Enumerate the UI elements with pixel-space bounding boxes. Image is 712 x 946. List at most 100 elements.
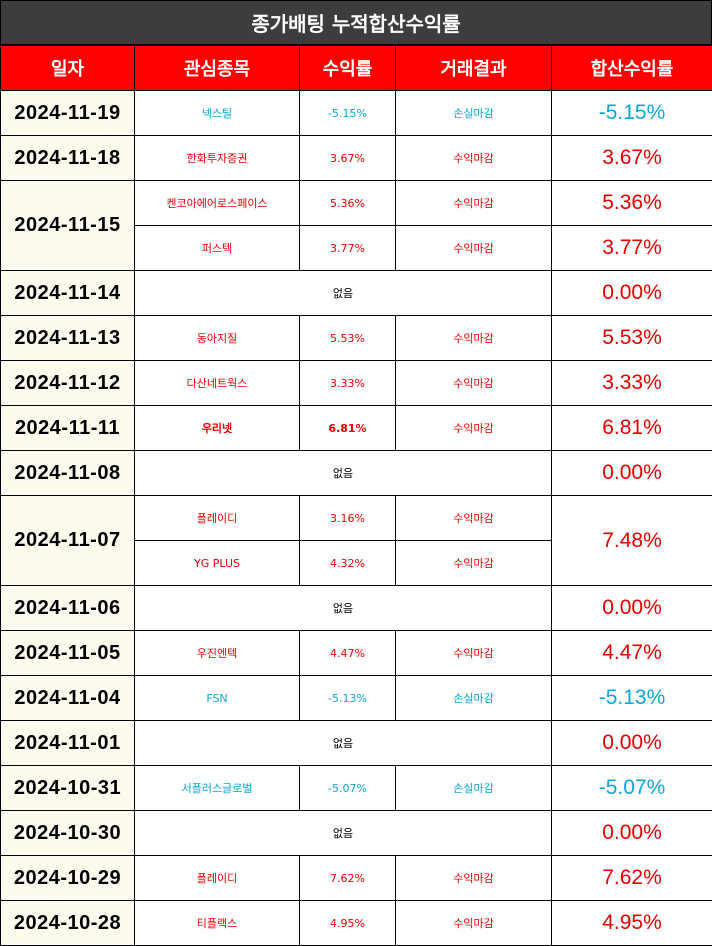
table-row: 2024-11-11 우리넷 6.81% 수익마감 6.81% bbox=[0, 405, 712, 451]
total-return-cell: 0.00% bbox=[551, 720, 712, 766]
table-title: 종가배팅 누적합산수익률 bbox=[0, 0, 712, 45]
return-cell: -5.15% bbox=[299, 90, 396, 136]
returns-table: 일자 관심종목 수익률 거래결과 합산수익률 2024-11-19 넥스틸 -5.1… bbox=[0, 45, 712, 946]
total-return-cell: -5.15% bbox=[551, 90, 712, 136]
header-total: 합산수익률 bbox=[551, 45, 712, 91]
result-cell: 수익마감 bbox=[395, 630, 552, 676]
stock-name-cell: 서플러스글로벌 bbox=[134, 765, 300, 811]
stock-name-cell: 우진엔텍 bbox=[134, 630, 300, 676]
total-return-cell: 3.77% bbox=[551, 225, 712, 271]
no-trade-cell: 없음 bbox=[134, 270, 552, 316]
table-row: 2024-11-13 동아지질 5.53% 수익마감 5.53% bbox=[0, 315, 712, 361]
table-row: 2024-11-05 우진엔텍 4.47% 수익마감 4.47% bbox=[0, 630, 712, 676]
date-cell: 2024-11-19 bbox=[0, 90, 135, 136]
date-cell: 2024-10-28 bbox=[0, 900, 135, 946]
return-cell: 6.81% bbox=[299, 405, 396, 451]
total-return-cell: 0.00% bbox=[551, 810, 712, 856]
result-cell: 손실마감 bbox=[395, 765, 552, 811]
return-cell: 3.77% bbox=[299, 225, 396, 271]
stock-name-cell: 켄코아에어로스페이스 bbox=[134, 180, 300, 226]
total-return-cell: 5.53% bbox=[551, 315, 712, 361]
table-row: 2024-11-19 넥스틸 -5.15% 손실마감 -5.15% bbox=[0, 90, 712, 136]
stock-name-cell: 퍼스텍 bbox=[134, 225, 300, 271]
stock-name-cell: 플레이디 bbox=[134, 855, 300, 901]
table-body: 2024-11-19 넥스틸 -5.15% 손실마감 -5.15% 2024-11-18 한… bbox=[0, 90, 712, 946]
date-cell: 2024-11-12 bbox=[0, 360, 135, 406]
return-cell: 4.95% bbox=[299, 900, 396, 946]
no-trade-cell: 없음 bbox=[134, 450, 552, 496]
stock-name-cell: 플레이디 bbox=[134, 495, 300, 541]
total-return-cell: 7.62% bbox=[551, 855, 712, 901]
stock-name-cell: FSN bbox=[134, 675, 300, 721]
total-return-cell: -5.07% bbox=[551, 765, 712, 811]
date-cell: 2024-11-13 bbox=[0, 315, 135, 361]
result-cell: 손실마감 bbox=[395, 675, 552, 721]
return-cell: 3.16% bbox=[299, 495, 396, 541]
table-row: YG PLUS 4.32% 수익마감 bbox=[1, 540, 712, 586]
result-cell: 수익마감 bbox=[395, 315, 552, 361]
table-row: 2024-10-28 티플랙스 4.95% 수익마감 4.95% bbox=[0, 900, 712, 946]
total-return-cell: 4.95% bbox=[551, 900, 712, 946]
stock-name-cell: 우리넷 bbox=[134, 405, 300, 451]
return-cell: 5.36% bbox=[299, 180, 396, 226]
total-return-cell: 0.00% bbox=[551, 270, 712, 316]
header-row: 일자 관심종목 수익률 거래결과 합산수익률 bbox=[0, 45, 712, 91]
result-cell: 수익마감 bbox=[395, 135, 552, 181]
table-row: 2024-11-14 없음 0.00% bbox=[0, 270, 712, 316]
result-cell: 수익마감 bbox=[395, 225, 552, 271]
return-cell: 7.62% bbox=[299, 855, 396, 901]
date-cell: 2024-10-31 bbox=[0, 765, 135, 811]
stock-name-cell: 동아지질 bbox=[134, 315, 300, 361]
total-return-cell: 5.36% bbox=[551, 180, 712, 226]
table-row: 2024-10-31 서플러스글로벌 -5.07% 손실마감 -5.07% bbox=[0, 765, 712, 811]
date-cell: 2024-10-29 bbox=[0, 855, 135, 901]
date-cell: 2024-11-15 bbox=[0, 180, 135, 271]
table-row: 2024-11-12 다산네트웍스 3.33% 수익마감 3.33% bbox=[0, 360, 712, 406]
date-cell: 2024-11-04 bbox=[0, 675, 135, 721]
total-return-cell: 6.81% bbox=[551, 405, 712, 451]
total-return-cell: 0.00% bbox=[551, 450, 712, 496]
result-cell: 수익마감 bbox=[395, 180, 552, 226]
header-stock: 관심종목 bbox=[134, 45, 300, 91]
stock-name-cell: YG PLUS bbox=[134, 540, 300, 586]
table-row: 2024-11-15 켄코아에어로스페이스 5.36% 수익마감 5.36% bbox=[0, 180, 712, 271]
total-return-cell: 3.33% bbox=[551, 360, 712, 406]
no-trade-cell: 없음 bbox=[134, 720, 552, 766]
table-row: 퍼스텍 3.77% 수익마감 3.77% bbox=[1, 225, 712, 271]
table-row: 2024-11-01 없음 0.00% bbox=[0, 720, 712, 766]
table-row: 2024-11-07 플레이디 3.16% 수익마감 7.48% bbox=[0, 495, 712, 586]
table-row: 2024-11-06 없음 0.00% bbox=[0, 585, 712, 631]
result-cell: 수익마감 bbox=[395, 540, 552, 586]
table-row: 2024-10-30 없음 0.00% bbox=[0, 810, 712, 856]
header-date: 일자 bbox=[0, 45, 135, 91]
total-return-cell: 7.48% bbox=[551, 495, 712, 586]
stock-name-cell: 넥스틸 bbox=[134, 90, 300, 136]
total-return-cell: 4.47% bbox=[551, 630, 712, 676]
no-trade-cell: 없음 bbox=[134, 810, 552, 856]
return-cell: 5.53% bbox=[299, 315, 396, 361]
result-cell: 손실마감 bbox=[395, 90, 552, 136]
date-cell: 2024-10-30 bbox=[0, 810, 135, 856]
return-cell: -5.13% bbox=[299, 675, 396, 721]
return-cell: 3.33% bbox=[299, 360, 396, 406]
result-cell: 수익마감 bbox=[395, 855, 552, 901]
result-cell: 수익마감 bbox=[395, 495, 552, 541]
total-return-cell: 3.67% bbox=[551, 135, 712, 181]
date-cell: 2024-11-06 bbox=[0, 585, 135, 631]
date-cell: 2024-11-08 bbox=[0, 450, 135, 496]
date-cell: 2024-11-05 bbox=[0, 630, 135, 676]
return-cell: 4.47% bbox=[299, 630, 396, 676]
stock-name-cell: 한화투자증권 bbox=[134, 135, 300, 181]
no-trade-cell: 없음 bbox=[134, 585, 552, 631]
result-cell: 수익마감 bbox=[395, 405, 552, 451]
return-cell: -5.07% bbox=[299, 765, 396, 811]
result-cell: 수익마감 bbox=[395, 900, 552, 946]
date-cell: 2024-11-07 bbox=[0, 495, 135, 586]
date-cell: 2024-11-14 bbox=[0, 270, 135, 316]
table-row: 2024-11-18 한화투자증권 3.67% 수익마감 3.67% bbox=[0, 135, 712, 181]
date-cell: 2024-11-11 bbox=[0, 405, 135, 451]
date-cell: 2024-11-18 bbox=[0, 135, 135, 181]
return-cell: 3.67% bbox=[299, 135, 396, 181]
total-return-cell: 0.00% bbox=[551, 585, 712, 631]
result-cell: 수익마감 bbox=[395, 360, 552, 406]
